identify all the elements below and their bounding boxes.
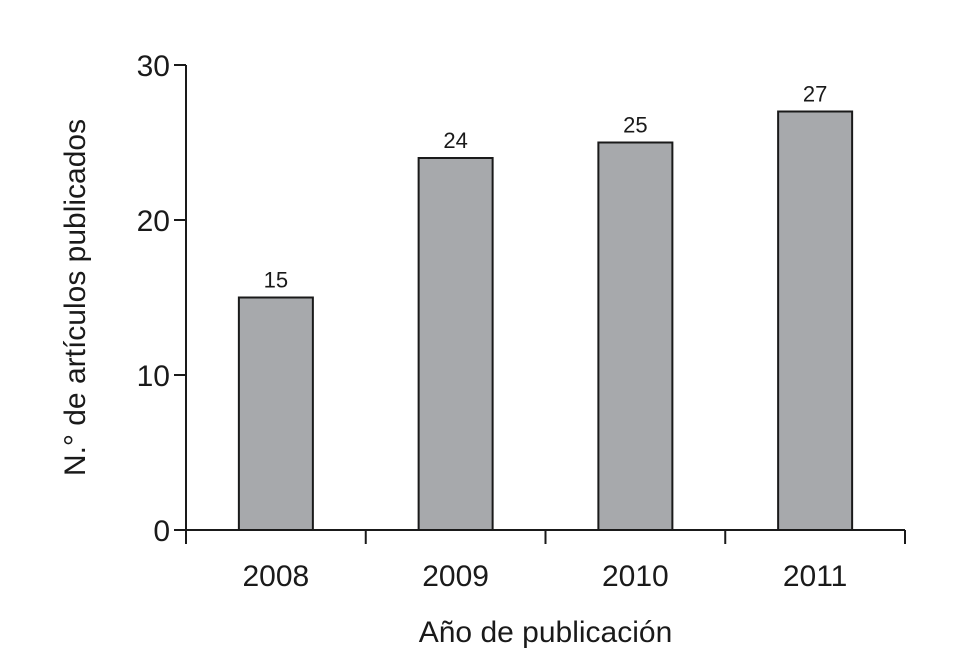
y-axis-title: N.° de artículos publicados <box>59 119 92 476</box>
data-label-2009: 24 <box>443 128 467 153</box>
data-label-2010: 25 <box>623 113 647 138</box>
data-label-2008: 15 <box>264 268 288 293</box>
x-tick-label: 2011 <box>783 560 848 593</box>
data-labels: 15 24 25 27 <box>264 82 828 293</box>
y-ticks: 0 10 20 30 <box>137 50 186 548</box>
y-tick-label: 30 <box>137 50 170 83</box>
bar-2009 <box>417 157 494 531</box>
bar-2008 <box>237 296 314 531</box>
bar-2011 <box>777 110 854 531</box>
x-ticks: 2008 2009 2010 2011 <box>185 530 906 593</box>
bars-layer <box>237 110 854 531</box>
x-tick-label: 2008 <box>243 560 310 593</box>
y-tick-label: 20 <box>137 205 170 238</box>
data-label-2011: 27 <box>803 82 827 107</box>
x-axis-title: Año de publicación <box>419 616 673 649</box>
y-tick-label: 0 <box>153 515 170 548</box>
x-tick-label: 2010 <box>602 560 669 593</box>
y-tick-label: 10 <box>137 360 170 393</box>
bar-2010 <box>597 141 674 531</box>
x-tick-label: 2009 <box>422 560 489 593</box>
